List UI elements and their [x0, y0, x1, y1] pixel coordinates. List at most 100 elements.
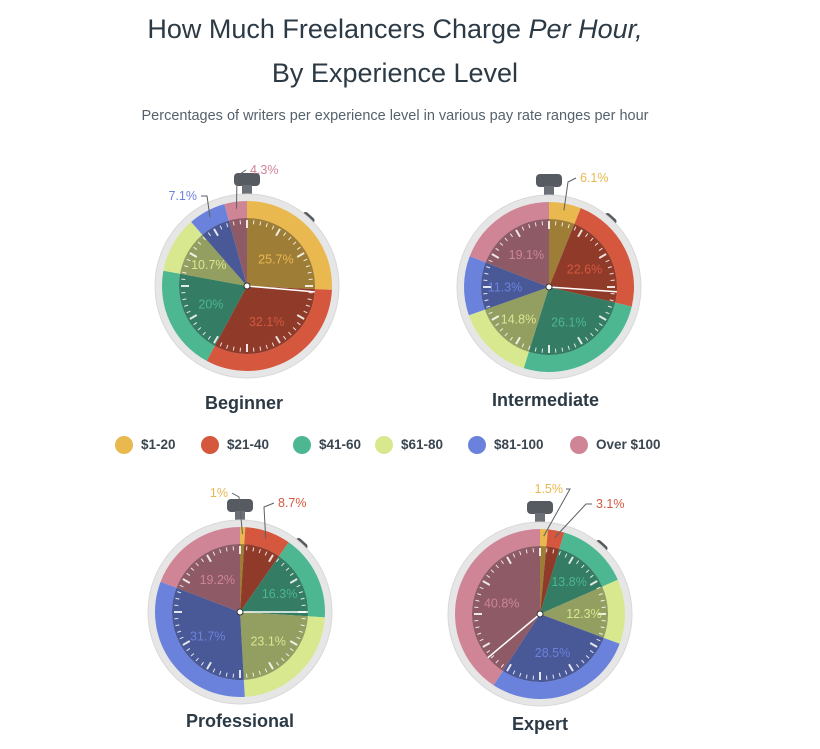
slice-21-40 [214, 286, 315, 355]
stopwatch-crown [234, 173, 260, 186]
dial-tick [590, 237, 594, 242]
stopwatch-hub [236, 608, 244, 616]
slice-rim-21-40 [206, 289, 332, 371]
dial-tick [307, 271, 312, 274]
dial-tick [598, 253, 607, 259]
dial-tick [558, 551, 561, 556]
slice-rim-81-100 [191, 204, 229, 235]
dial-tick [190, 567, 195, 571]
dial-tick [484, 299, 489, 302]
dial-tick [177, 630, 182, 633]
dial-tick [186, 572, 191, 576]
dial-tick [252, 547, 255, 552]
slice-rim-over-100 [469, 202, 549, 263]
gauge-label-professional: Professional [186, 711, 295, 731]
dial-tick [490, 569, 495, 573]
stopwatch-crown [536, 174, 562, 187]
dial-tick [567, 345, 570, 350]
chart-title-line-1: How Much Freelancers Charge Per Hour, [0, 12, 790, 46]
legend-label: Over $100 [596, 437, 661, 452]
dial-tick [283, 232, 287, 237]
dial-tick [506, 556, 512, 565]
callout-line-1-20 [563, 177, 577, 211]
dial-tick [184, 304, 189, 307]
dial-tick [568, 663, 574, 672]
dial-tick [285, 653, 290, 657]
gauge-professional: 16.3% 23.1% 31.7% 19.2% 1% 8.7% [147, 486, 333, 705]
dial-tick [186, 310, 191, 314]
dial-tick [598, 323, 603, 327]
legend-swatch [375, 436, 393, 454]
dial-tick [525, 674, 528, 679]
slice-1-20 [540, 546, 547, 614]
dial-tick [521, 226, 525, 231]
slice-over-100 [485, 219, 549, 287]
slice-label-81-100: 28.5% [535, 646, 570, 660]
dial-tick [486, 650, 491, 654]
dial-tick [219, 225, 223, 230]
callout-label-81-100: 7.1% [169, 189, 198, 203]
callout-line-over-100 [236, 169, 247, 209]
dial-tick [479, 638, 484, 642]
dial-tick [567, 224, 570, 229]
dial-tick [577, 229, 583, 238]
dial-tick [303, 258, 308, 262]
slice-label-over-100: 19.1% [509, 248, 544, 262]
dial-tick [182, 640, 191, 646]
dial-tick [268, 661, 274, 670]
dial-tick [305, 265, 310, 268]
dial-tick [573, 226, 577, 231]
slice-label-61-80: 10.7% [191, 258, 226, 272]
slice-label-61-80: 12.3% [566, 607, 601, 621]
dial-tick [495, 323, 500, 327]
dial-tick [482, 642, 491, 648]
slice-rim-41-60 [523, 302, 632, 372]
callout-line-81-100 [201, 195, 211, 218]
dial-tick [576, 560, 580, 565]
dial-tick [219, 342, 223, 347]
legend-swatch [115, 436, 133, 454]
slice-label-1-20: 25.7% [258, 252, 293, 266]
dial-tick [296, 584, 301, 588]
dial-tick [534, 347, 537, 352]
slice-21-40 [540, 546, 560, 614]
gauge-label-expert: Expert [512, 714, 569, 734]
dial-tick [226, 223, 229, 228]
dial-tick [490, 655, 495, 659]
dial-tick [475, 626, 480, 629]
slice-rim-over-100 [160, 527, 240, 588]
dial-tick [528, 224, 531, 229]
dial-tick [521, 343, 525, 348]
dial-tick [296, 314, 305, 320]
dial-tick [265, 223, 268, 228]
dial-tick [607, 266, 612, 269]
dial-tick [585, 569, 590, 573]
slice-61-80 [484, 287, 549, 352]
slice-label-21-40: 32.1% [249, 315, 284, 329]
dial-tick [506, 663, 512, 672]
dial-tick [486, 574, 491, 578]
callout-label-over-100: 4.3% [250, 163, 279, 177]
dial-tick [596, 586, 601, 590]
slice-label-61-80: 23.1% [250, 634, 285, 648]
dial-tick [525, 549, 528, 554]
slice-rim-41-60 [162, 270, 215, 361]
stopwatch-stem [535, 513, 545, 525]
stopwatch-stem [544, 186, 554, 198]
dial-tick [213, 335, 219, 344]
dial-tick [200, 558, 204, 563]
dial-tick [193, 322, 198, 326]
callout-label-21-40: 3.1% [596, 497, 625, 511]
dial-tick [486, 305, 491, 308]
dial-tick [552, 674, 555, 679]
slice-21-40 [549, 223, 618, 303]
dial-tick [568, 556, 574, 565]
dial-tick [195, 562, 199, 567]
slice-rim-21-40 [574, 208, 634, 307]
dial-tick [589, 574, 594, 578]
slice-label-41-60: 13.8% [551, 575, 586, 589]
slice-81-100 [502, 614, 604, 682]
dial-tick [589, 580, 598, 586]
title-italic: Per Hour, [528, 14, 643, 44]
dial-tick [594, 242, 599, 246]
